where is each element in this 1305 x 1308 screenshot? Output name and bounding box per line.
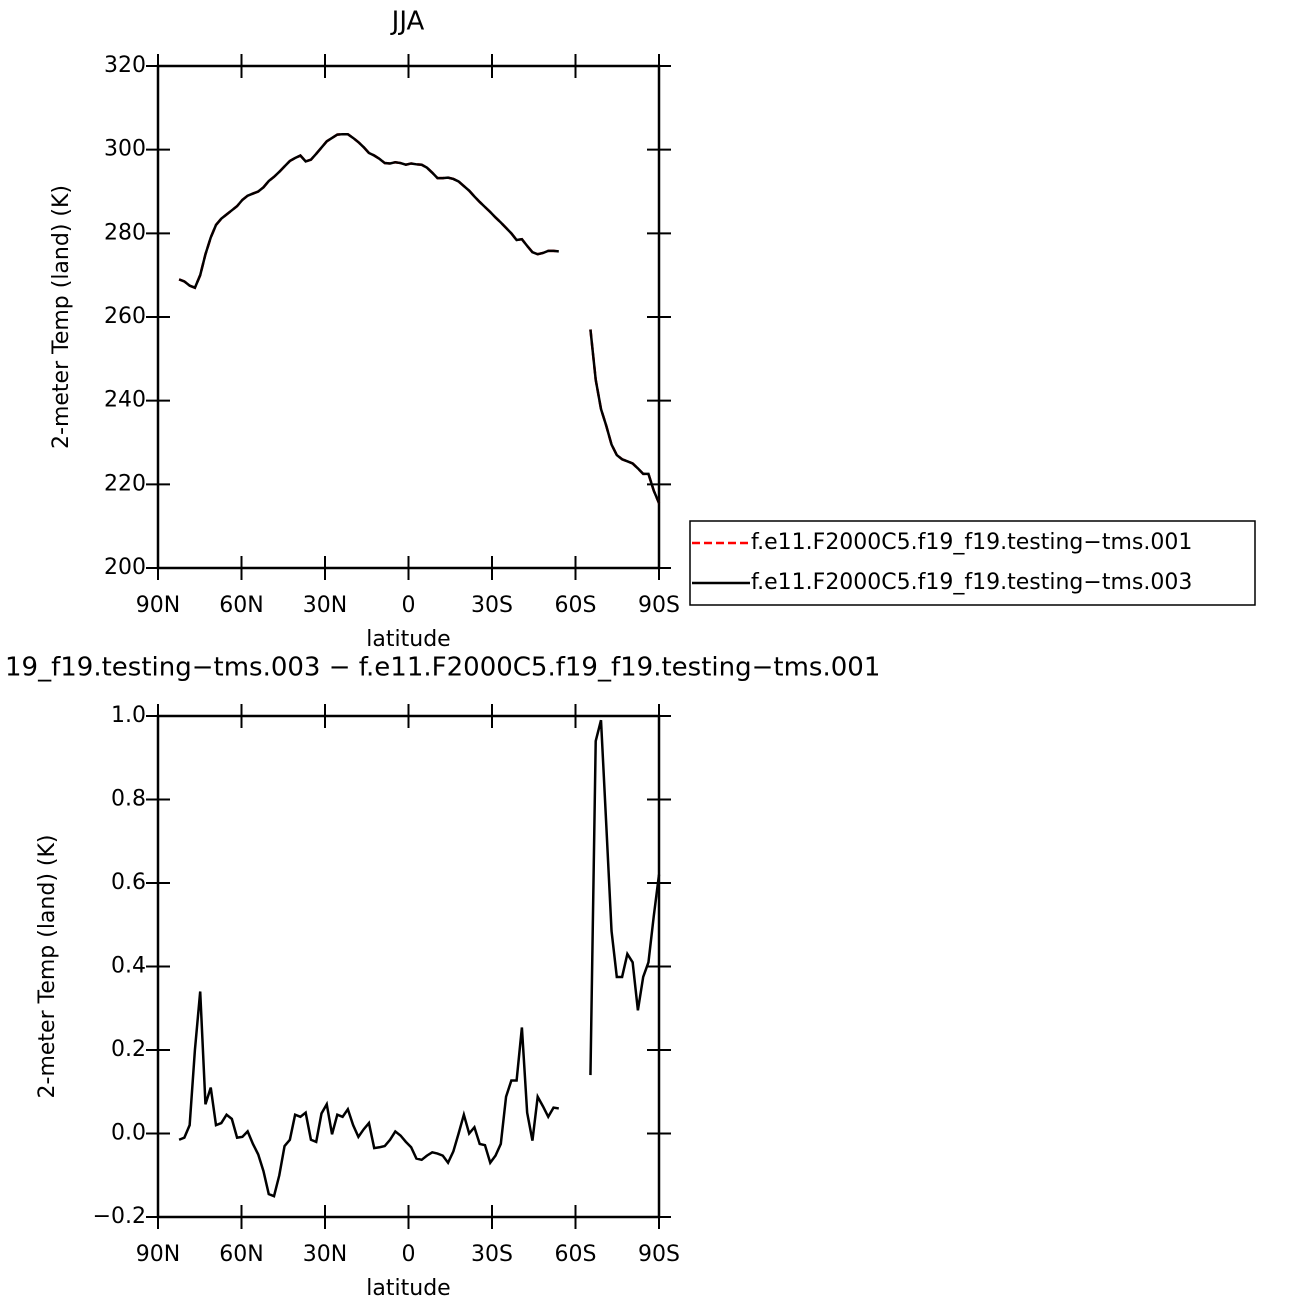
y-tick-label: 300 [104,137,146,162]
x-axis-label: latitude [366,627,450,652]
legend-box [689,520,1256,606]
data-line [178,132,661,504]
x-tick-label: 60S [555,1242,597,1267]
y-tick-label: 0.4 [111,954,146,979]
x-tick-label: 30N [303,1242,347,1267]
x-axis-label: latitude [366,1276,450,1301]
x-tick-label: 30N [303,593,347,618]
x-tick-label: 60S [555,593,597,618]
plot-frame [156,714,661,1219]
x-tick-label: 60N [219,593,263,618]
y-tick-label: 220 [104,471,146,496]
y-tick-label: 0.2 [111,1037,146,1062]
plot-frame [156,64,661,570]
data-line [178,132,661,504]
x-tick-label: 60N [219,1242,263,1267]
x-tick-label: 90S [638,593,680,618]
y-tick-label: 0.6 [111,870,146,895]
legend-label: f.e11.F2000C5.f19_f19.testing−tms.003 [751,570,1192,595]
y-tick-label: 200 [104,555,146,580]
y-tick-label: 240 [104,388,146,413]
y-axis-label: 2-meter Temp (land) (K) [49,185,74,449]
y-axis-label: 2-meter Temp (land) (K) [35,835,60,1099]
y-tick-label: 0.0 [111,1121,146,1146]
x-tick-label: 90S [638,1242,680,1267]
x-tick-label: 0 [402,1242,416,1267]
x-tick-label: 0 [402,593,416,618]
y-tick-label: 280 [104,220,146,245]
chart-title: 19_f19.testing−tms.003 − f.e11.F2000C5.f… [5,653,880,683]
data-line [178,719,661,1198]
legend-label: f.e11.F2000C5.f19_f19.testing−tms.001 [751,530,1192,555]
y-tick-label: 0.8 [111,787,146,812]
x-tick-label: 90N [136,593,180,618]
x-tick-label: 90N [136,1242,180,1267]
y-tick-label: 320 [104,53,146,78]
y-tick-label: 1.0 [111,703,146,728]
x-tick-label: 30S [471,593,513,618]
x-tick-label: 30S [471,1242,513,1267]
y-tick-label: 260 [104,304,146,329]
y-tick-label: −0.2 [93,1204,146,1229]
chart-title: JJA [390,7,425,37]
